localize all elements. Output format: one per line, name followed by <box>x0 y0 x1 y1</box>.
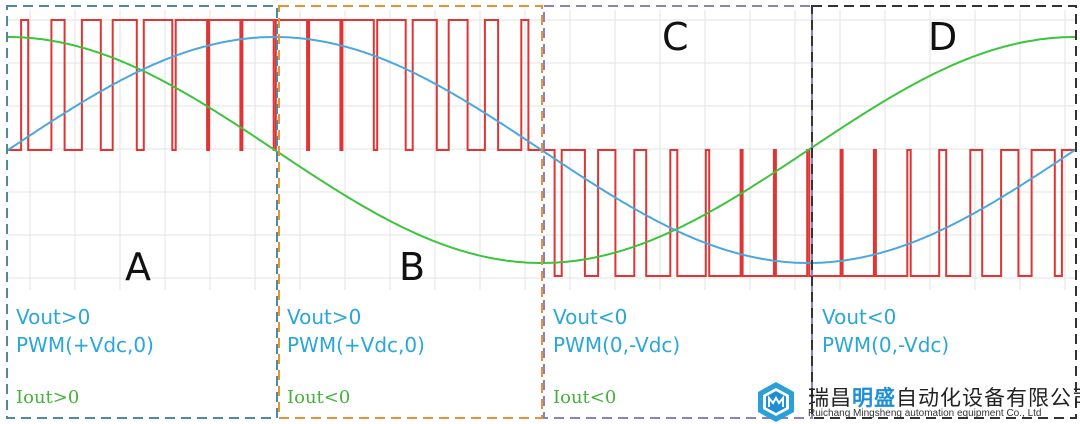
quadrant-border-a <box>6 5 278 419</box>
quadrant-a-vout: Vout>0 <box>16 305 91 329</box>
company-name-part1: 瑞昌 <box>808 386 852 410</box>
cube-logo-icon <box>758 382 794 422</box>
quadrant-c-letter: C <box>662 15 689 59</box>
quadrant-a-pwm: PWM(+Vdc,0) <box>16 333 154 357</box>
company-logo: 瑞昌明盛自动化设备有限公司 Ruichang Mingsheng automat… <box>752 380 1080 424</box>
quadrant-a-letter: A <box>125 245 151 289</box>
quadrant-d-letter: D <box>928 15 958 59</box>
quadrant-b-pwm: PWM(+Vdc,0) <box>287 333 425 357</box>
quadrant-d-pwm: PWM(0,-Vdc) <box>822 333 950 357</box>
quadrant-border-d <box>811 5 1077 419</box>
company-name: 瑞昌明盛自动化设备有限公司 <box>808 382 1080 412</box>
quadrant-c-vout: Vout<0 <box>553 305 628 329</box>
quadrant-b-iout: Iout<0 <box>287 387 351 408</box>
quadrant-b-letter: B <box>399 245 426 289</box>
quadrant-a-iout: Iout>0 <box>16 387 80 408</box>
quadrant-c-pwm: PWM(0,-Vdc) <box>553 333 681 357</box>
company-name-part2: 自动化设备有限公司 <box>896 386 1080 410</box>
quadrant-d-vout: Vout<0 <box>822 305 897 329</box>
quadrant-b-vout: Vout>0 <box>287 305 362 329</box>
company-english-name: Ruichang Mingsheng automation equipment … <box>808 408 1042 419</box>
quadrant-borders <box>6 5 1077 419</box>
company-name-highlight: 明盛 <box>852 386 896 410</box>
quadrant-border-b <box>278 5 543 419</box>
quadrant-c-iout: Iout<0 <box>553 387 617 408</box>
